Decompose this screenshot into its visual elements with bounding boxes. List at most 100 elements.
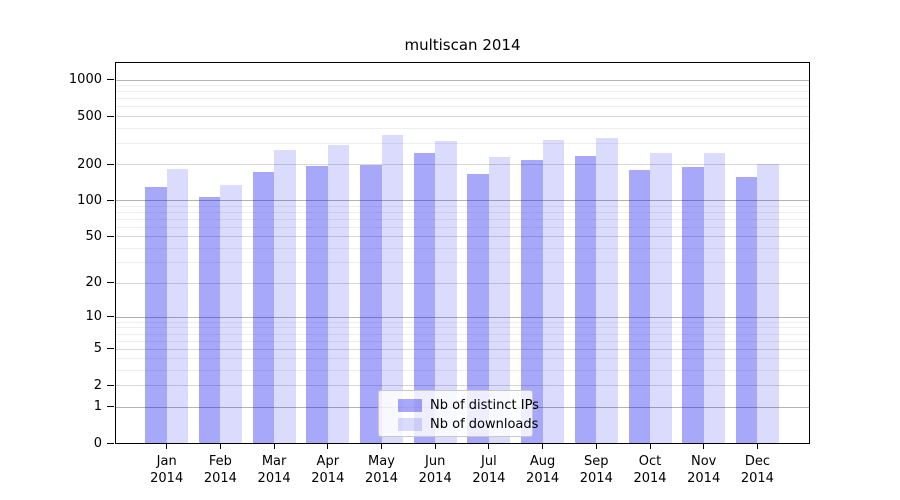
y-tick-mark-10 [107, 316, 114, 318]
bar-distinct-ips-apr [306, 166, 328, 443]
x-tick-label-may: May 2014 [352, 453, 412, 487]
x-tick-mark-nov [703, 444, 705, 449]
x-tick-year: 2014 [418, 471, 452, 486]
gridline-minor-30 [116, 262, 809, 264]
x-tick-mark-aug [542, 444, 544, 449]
y-tick-mark-50 [107, 235, 114, 237]
y-tick-label-200: 200 [77, 156, 102, 172]
x-tick-mark-sep [595, 444, 597, 449]
bar-distinct-ips-feb [198, 196, 221, 443]
bar-distinct-ips-oct [628, 169, 650, 443]
x-tick-mark-jun [434, 444, 436, 449]
x-tick-label-apr: Apr 2014 [298, 453, 358, 487]
y-tick-label-1000: 1000 [68, 72, 102, 87]
bar-downloads-jul [488, 156, 511, 443]
y-tick-mark-500 [107, 115, 114, 117]
x-tick-year: 2014 [579, 471, 613, 486]
gridline-minor-60 [116, 226, 809, 228]
bars-layer [116, 63, 809, 443]
y-tick-mark-100 [107, 199, 114, 201]
gridline-minor-9 [116, 321, 809, 323]
bar-downloads-aug [542, 140, 565, 443]
bar-downloads-sep [596, 138, 618, 443]
bar-downloads-mar [274, 149, 296, 443]
gridline-500 [116, 116, 809, 117]
y-tick-label-1: 1 [93, 399, 102, 414]
y-tick-label-50: 50 [85, 228, 102, 244]
gridline-minor-800 [116, 91, 809, 93]
bar-downloads-feb [220, 184, 242, 443]
x-tick-year: 2014 [203, 471, 237, 486]
x-tick-label-jun: Jun 2014 [405, 453, 465, 487]
legend-label-downloads: Nb of downloads [430, 417, 539, 432]
gridline-minor-700 [116, 98, 809, 100]
legend: Nb of distinct IPs Nb of downloads [378, 390, 539, 437]
x-tick-mark-jul [488, 444, 490, 449]
x-tick-month: Apr [316, 454, 340, 469]
y-tick-label-20: 20 [85, 275, 102, 291]
gridline-minor-900 [116, 85, 809, 87]
gridline-minor-90 [116, 205, 809, 207]
bar-distinct-ips-may [360, 165, 382, 443]
x-tick-mark-apr [327, 444, 329, 449]
gridline-1000 [116, 79, 809, 81]
x-tick-month: Feb [208, 454, 232, 469]
chart-title: multiscan 2014 [404, 36, 521, 54]
x-tick-month: Sep [584, 454, 609, 469]
gridline-minor-4 [116, 358, 809, 360]
y-tick-mark-2 [107, 384, 114, 386]
x-tick-label-mar: Mar 2014 [244, 453, 304, 487]
x-tick-month: Mar [261, 454, 287, 469]
legend-swatch-distinct-ips [398, 399, 422, 412]
bar-downloads-jan [166, 169, 189, 443]
x-tick-label-nov: Nov 2014 [674, 453, 734, 487]
x-tick-month: Nov [691, 454, 717, 469]
legend-item-distinct-ips: Nb of distinct IPs [398, 396, 539, 415]
gridline-minor-40 [116, 247, 809, 249]
x-tick-year: 2014 [740, 471, 774, 486]
gridline-5 [116, 348, 809, 350]
x-tick-mark-mar [273, 444, 275, 449]
bar-distinct-ips-jun [413, 153, 436, 443]
x-tick-mark-dec [756, 444, 758, 449]
bar-downloads-nov [703, 152, 726, 443]
gridline-50 [116, 236, 809, 238]
bar-distinct-ips-sep [574, 155, 597, 443]
y-tick-label-2: 2 [93, 377, 102, 393]
gridline-2 [116, 385, 809, 387]
gridline-minor-8 [116, 327, 809, 329]
gridline-minor-80 [116, 211, 809, 213]
x-tick-mark-may [381, 444, 382, 449]
gridline-minor-6 [116, 340, 809, 342]
y-tick-mark-200 [107, 163, 114, 165]
gridline-minor-300 [116, 142, 809, 144]
gridline-20 [116, 282, 809, 284]
bar-downloads-apr [327, 144, 350, 443]
y-tick-mark-1 [107, 406, 114, 407]
gridline-minor-400 [116, 127, 809, 129]
x-tick-year: 2014 [150, 471, 184, 486]
bar-downloads-dec [757, 164, 779, 443]
x-tick-label-aug: Aug 2014 [513, 453, 573, 487]
x-tick-label-sep: Sep 2014 [566, 453, 626, 487]
x-tick-month: Oct [638, 454, 662, 469]
y-tick-mark-1000 [107, 79, 114, 80]
bar-distinct-ips-dec [735, 177, 758, 443]
x-tick-year: 2014 [526, 471, 560, 486]
gridline-minor-70 [116, 218, 809, 220]
y-tick-label-500: 500 [77, 108, 102, 124]
bar-downloads-may [381, 135, 403, 443]
x-tick-month: Jan [156, 454, 177, 469]
x-tick-mark-feb [219, 444, 221, 449]
x-tick-month: May [368, 454, 395, 469]
x-tick-mark-oct [649, 444, 651, 449]
x-tick-year: 2014 [472, 471, 506, 486]
y-tick-mark-5 [107, 348, 114, 350]
x-tick-month: Jul [481, 454, 497, 469]
x-tick-label-jul: Jul 2014 [459, 453, 519, 487]
legend-swatch-downloads [398, 418, 422, 431]
y-tick-label-10: 10 [85, 309, 102, 325]
y-tick-label-5: 5 [93, 341, 102, 357]
x-tick-label-jan: Jan 2014 [137, 453, 197, 487]
